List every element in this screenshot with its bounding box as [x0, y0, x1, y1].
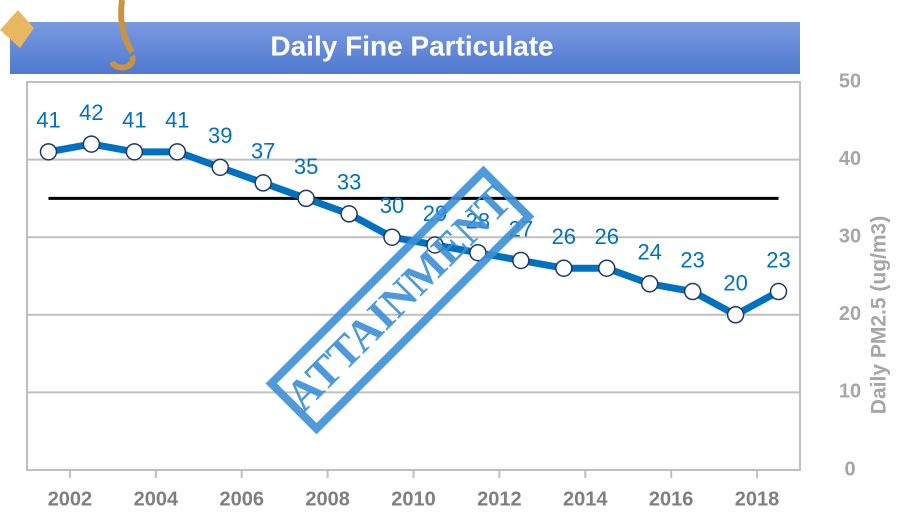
y-axis-label: Daily PM2.5 (ug/m3) — [868, 216, 891, 414]
x-tick-label: 2012 — [477, 488, 522, 510]
x-tick-label: 2008 — [305, 488, 350, 510]
data-label: 23 — [680, 247, 704, 272]
data-label: 39 — [208, 123, 232, 148]
point — [211, 158, 229, 177]
point — [469, 243, 487, 262]
x-tick-label: 2004 — [134, 488, 179, 510]
x-tick-label: 2014 — [563, 488, 608, 510]
point — [168, 143, 187, 161]
x-tick-label: 2002 — [48, 488, 93, 510]
data-label: 23 — [766, 247, 790, 272]
point — [39, 143, 58, 161]
x-tick-label: 2006 — [219, 488, 264, 510]
data-label: 41 — [36, 108, 60, 133]
data-label: 28 — [466, 209, 490, 234]
point — [512, 251, 530, 270]
decor-note — [109, 0, 136, 71]
data-label: 24 — [637, 240, 661, 265]
data-label: 42 — [79, 100, 103, 125]
point — [640, 275, 659, 293]
data-label: 30 — [380, 193, 404, 218]
y-tick-label: 40 — [839, 148, 861, 170]
y-tick-label: 50 — [839, 70, 861, 92]
data-label: 33 — [337, 170, 361, 195]
data-label: 35 — [294, 154, 318, 179]
data-label: 26 — [595, 224, 619, 249]
point — [340, 205, 358, 223]
point — [254, 174, 272, 192]
point — [683, 282, 702, 301]
data-label: 41 — [122, 108, 146, 133]
point — [769, 282, 788, 301]
data-label: 37 — [251, 139, 275, 164]
y-tick-label: 30 — [839, 225, 861, 247]
point — [82, 135, 101, 153]
data-label: 26 — [552, 224, 576, 249]
chart-title: Daily Fine Particulate — [270, 30, 553, 61]
y-tick-label: 20 — [839, 303, 861, 325]
y-tick-label: 0 — [844, 458, 855, 480]
point — [125, 143, 144, 161]
point — [383, 228, 401, 246]
data-label: 41 — [165, 108, 189, 133]
x-tick-label: 2016 — [649, 488, 694, 510]
point — [555, 259, 573, 277]
point — [598, 259, 616, 277]
decor-shape — [0, 10, 34, 48]
point — [297, 189, 315, 208]
x-tick-label: 2010 — [391, 488, 436, 510]
title-banner — [10, 22, 800, 74]
y-tick-label: 10 — [839, 381, 861, 403]
data-label: 20 — [723, 271, 747, 296]
point — [726, 306, 745, 324]
x-tick-label: 2018 — [735, 488, 780, 510]
stamp-border — [265, 165, 535, 435]
point — [426, 236, 444, 254]
